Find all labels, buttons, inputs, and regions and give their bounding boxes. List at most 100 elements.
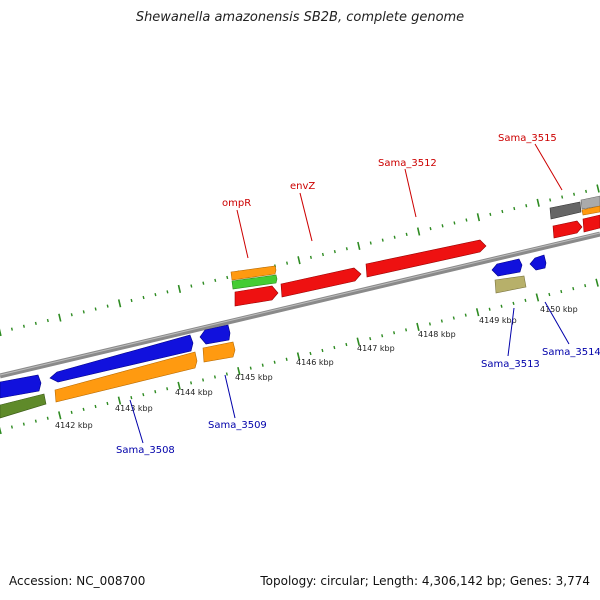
tick-mark [345, 342, 348, 347]
tick-mark [117, 396, 122, 405]
tick-mark [560, 289, 563, 294]
tick-mark [500, 304, 503, 308]
label-sama-3508[interactable]: Sama_3508 [116, 445, 175, 456]
tick-mark [356, 337, 360, 346]
tick-mark [333, 250, 336, 254]
gene-ompr-green[interactable] [231, 274, 278, 290]
bottom-gene-labels: Sama_3508 Sama_3509 Sama_3513 Sama_3514 [116, 301, 600, 456]
label-sama-3513[interactable]: Sama_3513 [481, 359, 540, 370]
tick-mark [34, 321, 37, 325]
tick-mark [261, 363, 264, 367]
tick-mark [453, 221, 456, 225]
tick-mark [82, 310, 85, 314]
label-sama-3512[interactable]: Sama_3512 [378, 158, 437, 169]
gene-ompr[interactable] [234, 285, 279, 307]
gene-sama-3515[interactable] [552, 220, 583, 239]
scale-label-4142: 4142 kbp [55, 421, 93, 430]
gene-blue-long[interactable] [49, 334, 194, 383]
tick-mark [297, 256, 301, 265]
label-envz[interactable]: envZ [290, 181, 315, 192]
tick-mark [94, 307, 97, 311]
gene-ompr-orange[interactable] [230, 265, 277, 281]
tick-mark [428, 322, 431, 326]
tick-mark [130, 395, 133, 400]
tick-mark [475, 308, 480, 317]
tick-mark [117, 299, 122, 308]
gene-sama-3509[interactable] [202, 341, 236, 363]
forward-strand-genes [230, 195, 600, 307]
gene-olive-left[interactable] [0, 393, 47, 419]
gene-envz[interactable] [280, 267, 362, 298]
tick-mark [405, 232, 408, 237]
tick-mark [309, 255, 312, 259]
scale-label-4147: 4147 kbp [357, 344, 395, 353]
gene-blue-mid[interactable] [199, 324, 231, 345]
tick-mark [10, 327, 13, 331]
tick-mark [381, 238, 384, 242]
tick-mark [190, 284, 193, 288]
tick-mark [429, 227, 432, 231]
tick-mark [34, 419, 37, 423]
label-sama-3515[interactable]: Sama_3515 [498, 133, 557, 144]
tick-mark [561, 195, 564, 199]
scale-label-4144: 4144 kbp [175, 388, 213, 397]
tick-mark [94, 404, 97, 409]
tick-mark [46, 416, 49, 420]
tick-mark [296, 352, 301, 361]
tick-mark [584, 284, 587, 288]
tick-mark [70, 313, 73, 317]
tick-mark [501, 209, 504, 214]
label-sama-3509[interactable]: Sama_3509 [208, 420, 267, 431]
scale-label-4146: 4146 kbp [296, 358, 334, 367]
tick-mark [452, 316, 455, 320]
outer-tick-track [0, 184, 600, 337]
tick-mark [573, 192, 576, 196]
tick-mark [333, 345, 336, 350]
gene-sama-3514[interactable] [529, 254, 547, 271]
tick-mark [524, 298, 527, 302]
gene-sama-3512[interactable] [365, 239, 487, 278]
gene-red-right[interactable] [582, 214, 600, 233]
scale-label-4143: 4143 kbp [115, 404, 153, 413]
scale-label-4145: 4145 kbp [235, 373, 273, 382]
gene-gray-light[interactable] [580, 195, 600, 210]
tick-mark [596, 184, 600, 193]
gene-blue-left[interactable] [0, 374, 42, 399]
tick-mark [321, 348, 324, 353]
genome-backbone [0, 231, 600, 379]
tick-mark [22, 324, 25, 328]
gene-blue-3513a[interactable] [491, 258, 523, 277]
tick-mark [142, 393, 145, 397]
tick-mark [440, 319, 443, 323]
tick-mark [489, 212, 492, 216]
label-ompr[interactable]: ompR [222, 198, 251, 209]
tick-mark [441, 224, 444, 228]
tick-mark [285, 357, 288, 361]
tick-mark [70, 410, 73, 414]
tick-mark [369, 241, 372, 245]
scale-label-4148: 4148 kbp [418, 330, 456, 339]
tick-mark [405, 328, 408, 332]
tick-mark [0, 426, 2, 435]
topology-text: Topology: circular; Length: 4,306,142 bp… [260, 574, 590, 588]
tick-mark [106, 304, 109, 308]
tick-mark [345, 247, 348, 251]
tick-mark [585, 189, 588, 193]
gene-sama-3513[interactable] [494, 275, 527, 294]
tick-mark [416, 322, 420, 331]
accession-text: Accession: NC_008700 [9, 574, 146, 588]
tick-mark [214, 278, 217, 282]
scale-labels: 4142 kbp 4143 kbp 4144 kbp 4145 kbp 4146… [55, 305, 578, 430]
tick-mark [357, 241, 361, 250]
label-sama-3514[interactable]: Sama_3514 [542, 347, 600, 358]
tick-mark [106, 401, 109, 406]
tick-mark [321, 252, 324, 257]
gene-sama-3508[interactable] [54, 351, 198, 403]
gene-orange-right[interactable] [581, 205, 600, 216]
tick-mark [488, 307, 491, 311]
reverse-strand-genes [0, 254, 547, 419]
tick-mark [416, 227, 421, 236]
gene-gray[interactable] [549, 201, 582, 220]
tick-mark [22, 422, 25, 426]
